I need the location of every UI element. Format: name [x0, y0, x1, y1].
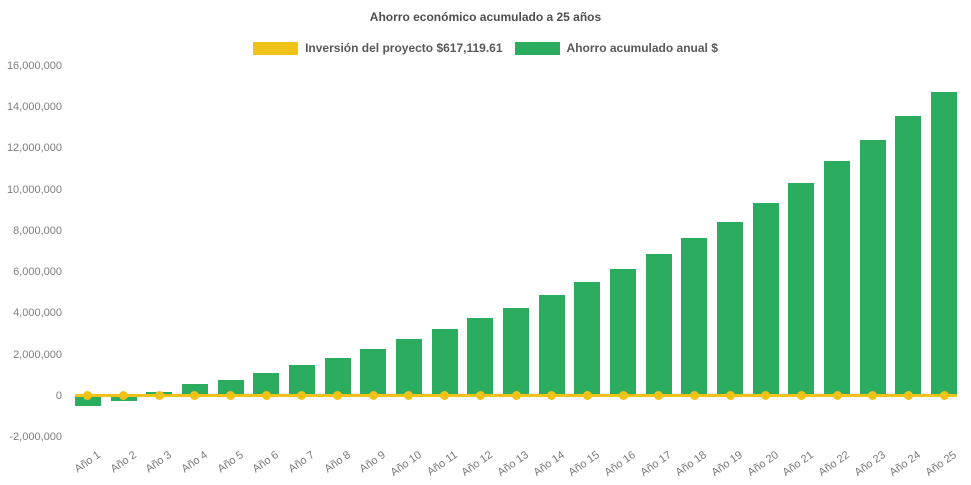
savings-bar[interactable]	[181, 384, 208, 396]
y-axis-label: 10,000,000	[6, 183, 62, 196]
savings-bar[interactable]	[931, 91, 958, 396]
legend-label-savings: Ahorro acumulado anual $	[566, 41, 718, 55]
investment-line-marker[interactable]	[689, 391, 699, 401]
savings-bar[interactable]	[610, 269, 637, 396]
savings-bar[interactable]	[859, 139, 886, 396]
investment-line-marker[interactable]	[761, 391, 771, 401]
y-axis-label: 14,000,000	[6, 101, 62, 114]
investment-line-marker[interactable]	[119, 391, 129, 401]
savings-bar[interactable]	[288, 365, 315, 396]
y-axis-label: 4,000,000	[13, 307, 62, 320]
investment-line-marker[interactable]	[404, 391, 414, 401]
y-axis-label: 2,000,000	[13, 348, 62, 361]
investment-line-marker[interactable]	[654, 391, 664, 401]
y-axis-label: 0	[55, 389, 62, 402]
savings-bar[interactable]	[360, 349, 387, 396]
legend: Inversión del proyecto $617,119.61 Ahorr…	[0, 41, 971, 55]
investment-line-marker[interactable]	[903, 391, 913, 401]
savings-bar[interactable]	[538, 294, 565, 396]
investment-line-marker[interactable]	[297, 391, 307, 401]
investment-line-marker[interactable]	[832, 391, 842, 401]
savings-swatch-icon	[514, 41, 560, 55]
savings-bar[interactable]	[788, 183, 815, 396]
y-axis-label: 6,000,000	[13, 266, 62, 279]
investment-line-marker[interactable]	[333, 391, 343, 401]
savings-bar[interactable]	[74, 395, 101, 407]
y-axis-label: 12,000,000	[6, 142, 62, 155]
investment-line-marker[interactable]	[939, 391, 949, 401]
savings-bar[interactable]	[324, 357, 351, 396]
investment-line-marker[interactable]	[226, 391, 236, 401]
savings-bar[interactable]	[717, 221, 744, 396]
investment-line-marker[interactable]	[83, 391, 93, 401]
investment-line-marker[interactable]	[796, 391, 806, 401]
savings-bar[interactable]	[681, 238, 708, 396]
savings-bar[interactable]	[467, 318, 494, 396]
investment-line-marker[interactable]	[868, 391, 878, 401]
investment-line-marker[interactable]	[725, 391, 735, 401]
investment-swatch-icon	[253, 41, 299, 55]
y-axis-label: 16,000,000	[6, 60, 62, 72]
y-axis-label: 8,000,000	[13, 224, 62, 237]
savings-bar[interactable]	[895, 115, 922, 396]
savings-bar[interactable]	[217, 379, 244, 396]
savings-bar[interactable]	[574, 281, 601, 396]
legend-item-savings[interactable]: Ahorro acumulado anual $	[514, 41, 718, 55]
investment-line-marker[interactable]	[154, 391, 164, 401]
investment-line-marker[interactable]	[368, 391, 378, 401]
savings-bar[interactable]	[395, 338, 422, 396]
investment-line-marker[interactable]	[618, 391, 628, 401]
chart-title: Ahorro económico acumulado a 25 años	[369, 10, 602, 24]
investment-line-marker[interactable]	[440, 391, 450, 401]
savings-bar[interactable]	[253, 372, 280, 396]
savings-bar[interactable]	[431, 328, 458, 396]
savings-bar[interactable]	[645, 253, 672, 396]
savings-bar[interactable]	[824, 161, 851, 396]
savings-bar[interactable]	[752, 203, 779, 396]
y-axis-label: -2,000,000	[9, 431, 62, 443]
legend-label-investment: Inversión del proyecto $617,119.61	[305, 41, 503, 55]
investment-line-marker[interactable]	[582, 391, 592, 401]
investment-line-marker[interactable]	[261, 391, 271, 401]
investment-line-marker[interactable]	[190, 391, 200, 401]
savings-bar[interactable]	[503, 307, 529, 396]
investment-line-marker[interactable]	[511, 391, 521, 401]
legend-item-investment[interactable]: Inversión del proyecto $617,119.61	[253, 41, 503, 55]
investment-line-marker[interactable]	[475, 391, 485, 401]
investment-line-marker[interactable]	[547, 391, 557, 401]
